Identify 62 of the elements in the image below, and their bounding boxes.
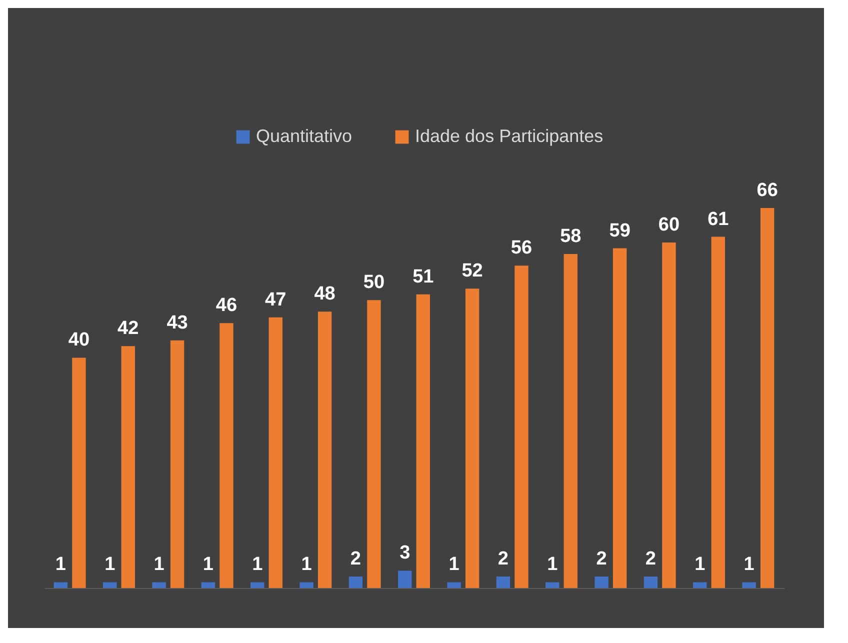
data-label: 66 [756,180,778,201]
bar [220,323,234,588]
bar [612,248,627,588]
bar [152,582,166,588]
data-label: 1 [104,554,116,576]
legend-label: Quantitativo [256,126,352,146]
data-label: 1 [252,554,264,576]
bar [367,300,381,588]
data-label: 2 [350,548,361,570]
data-label: 1 [55,554,66,576]
data-label: 1 [202,554,214,576]
bar [201,582,216,588]
bar [54,582,68,588]
data-label: 50 [363,272,385,294]
data-label: 1 [448,554,460,576]
data-label: 1 [301,554,312,576]
bar [711,236,725,588]
bar [496,576,510,588]
bar [564,254,578,588]
bar [348,576,363,588]
bar [447,582,461,588]
data-label: 56 [510,238,532,259]
bar [72,358,86,588]
data-label: 43 [166,312,188,334]
bar [318,312,332,588]
data-label: 1 [694,554,706,576]
legend-label: Idade dos Participantes [415,126,604,146]
bar [644,576,658,588]
data-label: 61 [708,208,730,230]
data-label: 2 [498,548,508,570]
data-label: 1 [154,554,165,576]
bar [742,582,756,588]
data-label: 42 [118,318,139,340]
data-label: 52 [462,260,483,282]
data-label: 1 [547,554,558,576]
bar [594,576,608,588]
bar [170,340,184,588]
bar [546,582,560,588]
data-label: 2 [645,548,656,570]
data-label: 46 [216,295,238,316]
data-label: 3 [400,542,410,564]
bar [398,570,412,588]
data-label: 40 [68,330,90,351]
data-label: 1 [744,554,755,576]
bar [465,288,480,588]
data-label: 47 [265,289,286,310]
data-label: 48 [314,284,336,305]
data-label: 60 [658,214,680,236]
bar [514,266,528,588]
bar [268,317,282,588]
bar [760,208,774,588]
bar [662,242,676,588]
data-label: 59 [609,220,630,242]
bar [416,294,430,588]
bar [250,582,264,588]
data-label: 2 [596,548,607,570]
bar [103,582,117,588]
data-label: 58 [560,226,582,248]
bar [300,582,314,588]
data-label: 51 [412,266,434,288]
bar [121,346,135,588]
bar [693,582,707,588]
